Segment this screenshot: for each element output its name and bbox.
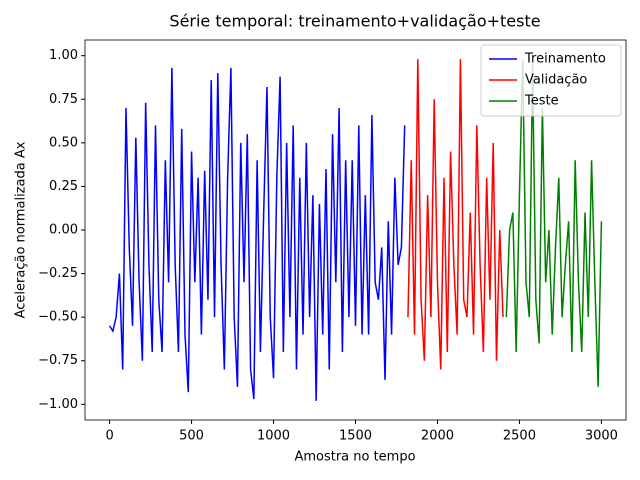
y-tick-label: −0.50	[38, 310, 78, 325]
y-tick-label: 1.00	[49, 48, 78, 63]
legend-label: Validação	[525, 73, 587, 88]
legend-box	[480, 44, 622, 117]
y-axis-label: Aceleração normalizada Ax	[14, 141, 29, 318]
x-tick-label: 2000	[421, 429, 454, 444]
x-tick-label: 2500	[503, 429, 536, 444]
y-tick-label: −1.00	[38, 397, 78, 412]
y-tick-label: 0.25	[49, 179, 78, 194]
series-line	[108, 67, 406, 401]
x-tick-label: 1500	[339, 429, 372, 444]
axes-frame	[84, 39, 627, 421]
y-tick-label: 0.75	[49, 92, 78, 107]
series-line	[407, 59, 504, 370]
y-tick-label: 0.50	[49, 135, 78, 150]
chart-title: Série temporal: treinamento+validação+te…	[169, 12, 540, 31]
legend-label: Teste	[524, 94, 559, 109]
x-tick-label: 3000	[585, 429, 618, 444]
x-tick-label: 0	[105, 429, 113, 444]
y-tick-label: 0.00	[49, 223, 78, 238]
y-tick-label: −0.25	[38, 266, 78, 281]
x-axis-label: Amostra no tempo	[294, 450, 415, 465]
x-tick-label: 1000	[257, 429, 290, 444]
legend-label: Treinamento	[524, 52, 606, 67]
x-tick-label: 500	[179, 429, 204, 444]
y-tick-label: −0.75	[38, 353, 78, 368]
